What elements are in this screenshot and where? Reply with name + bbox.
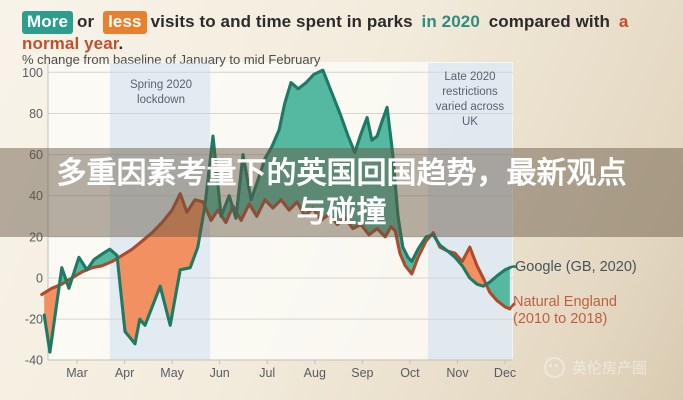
svg-text:Oct: Oct	[400, 366, 420, 380]
watermark: 英伦房产圈	[544, 357, 647, 378]
svg-text:-20: -20	[25, 313, 43, 327]
svg-text:80: 80	[29, 107, 43, 121]
svg-text:Nov: Nov	[446, 366, 469, 380]
banner-line-1: 多重因素考量下的英国回国趋势，最新观点	[56, 156, 627, 190]
title-period: .	[118, 34, 124, 53]
watermark-text: 英伦房产圈	[572, 360, 648, 377]
more-chip: More	[22, 11, 74, 34]
title-or: or	[77, 12, 95, 31]
svg-text:-40: -40	[25, 354, 43, 368]
x-axis-labels: Mar Apr May Jun Jul Aug Sep Oct Nov Dec	[66, 360, 516, 380]
svg-text:Aug: Aug	[304, 366, 326, 380]
annotation-late-restrictions: Late 2020 restrictions varied across UK	[435, 71, 505, 128]
banner-line-2: 与碰撞	[296, 195, 387, 229]
chinese-overlay-banner: 多重因素考量下的英国回国趋势，最新观点 与碰撞	[0, 148, 683, 237]
title-normal-year: a normal year	[22, 12, 629, 53]
svg-text:100: 100	[22, 66, 43, 80]
legend-natural-england: Natural England (2010 to 2018)	[513, 294, 617, 328]
svg-text:60: 60	[29, 148, 43, 162]
svg-text:May: May	[160, 366, 184, 380]
svg-text:Jun: Jun	[210, 366, 230, 380]
less-chip: less	[103, 11, 147, 34]
legend-google: Google (GB, 2020)	[515, 259, 637, 275]
annotation-spring-lockdown: Spring 2020 lockdown	[129, 79, 193, 106]
axis-subtitle: % change from baseline of January to mid…	[22, 52, 321, 67]
svg-text:20: 20	[29, 230, 43, 244]
title-compared: compared with	[488, 12, 610, 31]
svg-text:0: 0	[36, 272, 43, 286]
chart-title: More or less visits to and time spent in p…	[22, 11, 672, 54]
title-in-2020: in 2020	[421, 12, 480, 31]
svg-text:Mar: Mar	[66, 366, 88, 380]
svg-text:Apr: Apr	[115, 366, 134, 380]
watermark-logo-icon	[544, 357, 565, 378]
y-axis-labels: 100 80 60 40 20 0 -20 -40	[22, 66, 43, 368]
svg-text:Dec: Dec	[494, 366, 516, 380]
svg-text:Jul: Jul	[259, 366, 275, 380]
svg-text:40: 40	[29, 189, 43, 203]
title-mid: visits to and time spent in parks	[150, 12, 413, 31]
svg-text:Sep: Sep	[351, 366, 373, 380]
